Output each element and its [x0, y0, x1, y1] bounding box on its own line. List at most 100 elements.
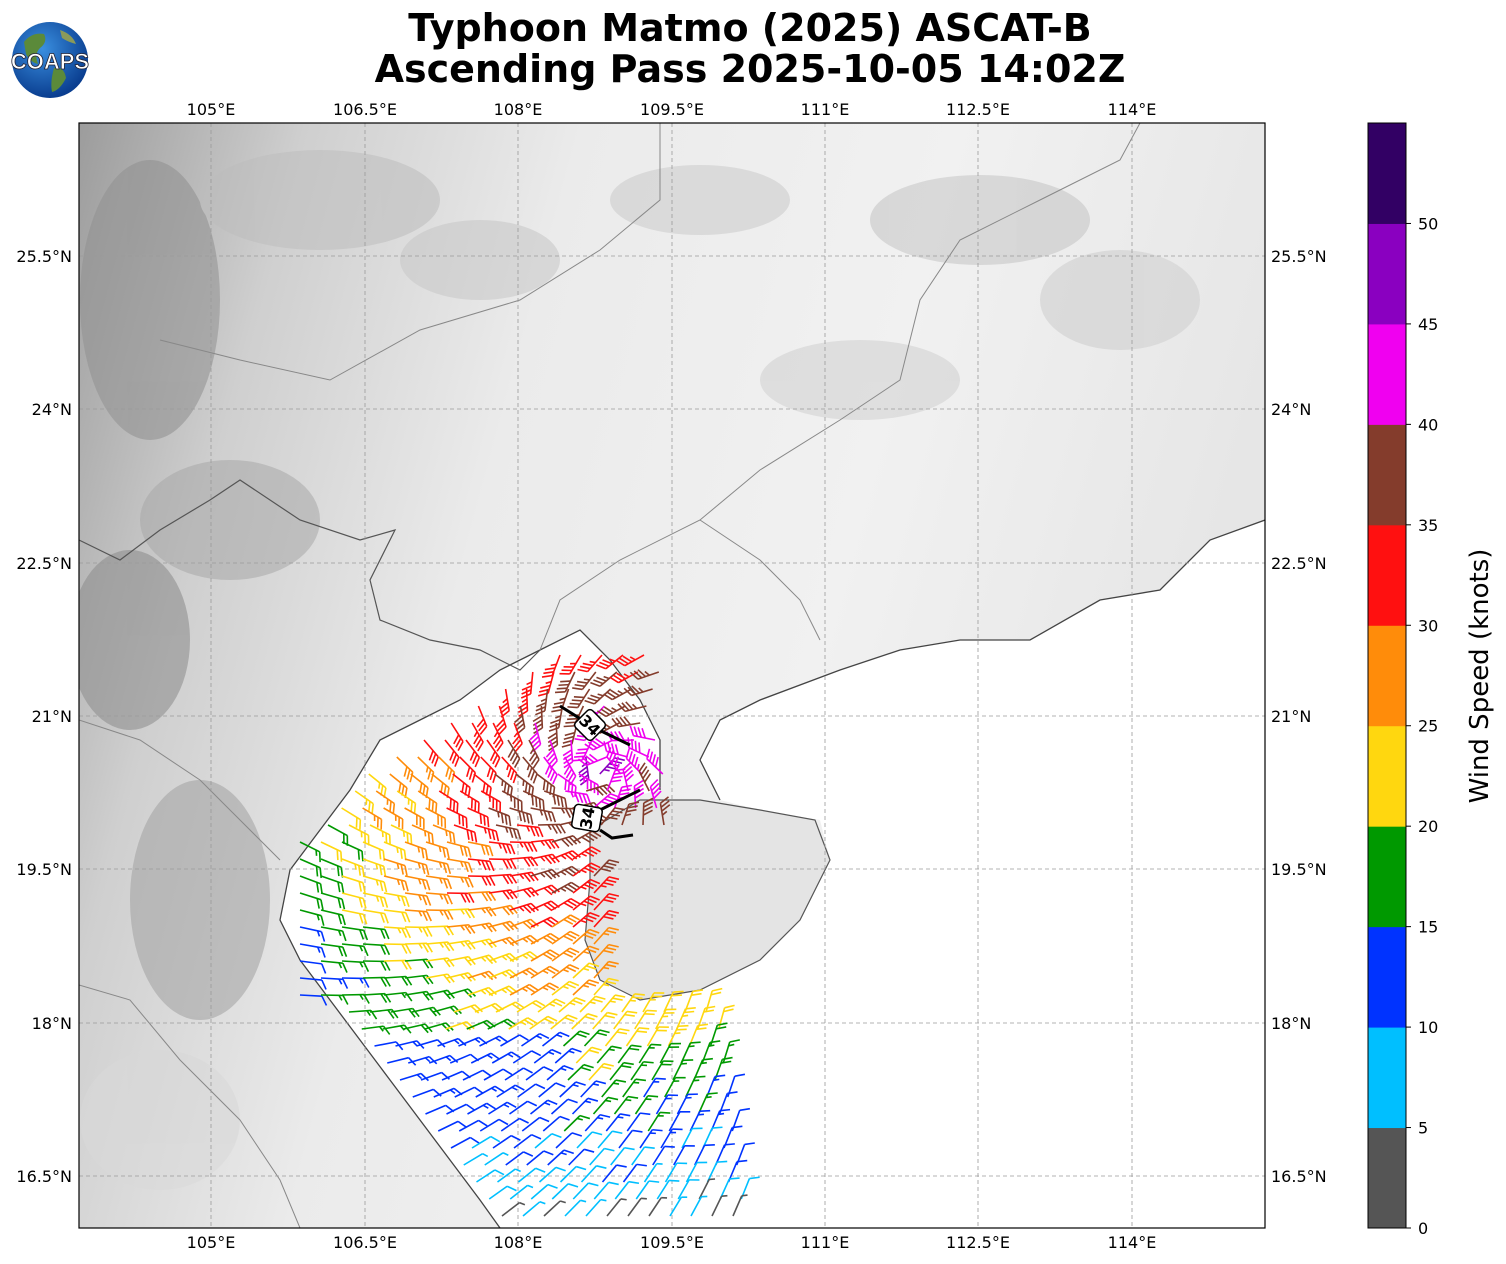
wind-barb: [404, 858, 430, 876]
wind-barb: [476, 705, 488, 735]
wind-barb: [537, 823, 566, 834]
wind-barb: [362, 807, 383, 830]
lat-labels-left: 25.5°N 24°N 22.5°N 21°N 19.5°N 18°N 16.5°N: [16, 247, 72, 1186]
wind-barb: [341, 909, 368, 925]
wind-barb: [668, 1110, 691, 1132]
wind-barb: [425, 875, 453, 890]
wind-barb: [525, 1066, 554, 1081]
wind-barb: [341, 858, 365, 878]
wind-barb: [530, 965, 560, 979]
wind-barb: [507, 739, 521, 769]
lon-label-top: 111°E: [801, 100, 850, 119]
wind-barb: [320, 943, 348, 957]
wind-barb: [572, 962, 600, 979]
wind-barb: [509, 1184, 534, 1200]
lat-label-left: 24°N: [32, 400, 72, 419]
wind-barb: [444, 739, 460, 767]
wind-barb: [404, 926, 433, 937]
colorbar-segment: [1368, 323, 1406, 425]
wind-barb: [354, 790, 374, 814]
colorbar-segment: [1368, 926, 1406, 1028]
wind-barb: [663, 990, 684, 1013]
wind-barb: [483, 1068, 513, 1081]
wind-barb: [649, 778, 662, 809]
wind-barb: [530, 807, 557, 823]
lat-label-right: 24°N: [1271, 400, 1311, 419]
lon-label-bottom: 108°E: [494, 1233, 543, 1252]
wind-barb: [383, 892, 410, 907]
wind-barb: [521, 1032, 550, 1047]
wind-barb: [532, 705, 544, 735]
wind-barb: [568, 1148, 595, 1166]
wind-barb: [551, 897, 581, 911]
wind-barb: [495, 824, 522, 840]
wind-barb: [614, 1180, 640, 1200]
lon-label-bottom: 109.5°E: [640, 1233, 704, 1252]
wind-barb: [467, 858, 495, 872]
wind-barb: [517, 1167, 546, 1183]
wind-barb: [534, 1133, 562, 1149]
wind-barb: [509, 841, 538, 853]
wind-barb: [630, 1061, 654, 1081]
wind-barb: [509, 871, 539, 883]
wind-barb: [572, 979, 600, 996]
wind-barb: [488, 873, 518, 885]
wind-barb: [702, 1126, 723, 1149]
wind-barb: [446, 807, 468, 828]
wind-barb: [425, 841, 450, 859]
wind-barb: [495, 705, 507, 736]
wind-barb: [629, 725, 656, 741]
wind-barb: [390, 1007, 420, 1018]
wind-barb: [535, 688, 549, 716]
wind-barb: [676, 1093, 698, 1115]
wind-barb: [383, 858, 408, 876]
wind-barb: [425, 957, 455, 968]
wind-barb: [446, 841, 472, 858]
terrain-texture: [79, 150, 1200, 1190]
wind-barb: [504, 1067, 533, 1081]
wind-barb: [609, 1061, 634, 1081]
wind-barb: [550, 1014, 578, 1030]
wind-barb: [437, 1120, 467, 1132]
wind-barb: [615, 654, 645, 667]
lat-label-left: 21°N: [32, 707, 72, 726]
wind-barb: [563, 1114, 591, 1132]
wind-barb: [533, 1048, 562, 1064]
wind-barb: [467, 938, 497, 949]
lon-label-top: 108°E: [494, 100, 543, 119]
wind-barb: [551, 964, 580, 979]
wind-barb: [572, 945, 600, 962]
colorbar-tick-label: 15: [1418, 918, 1438, 937]
wind-barb: [711, 1194, 728, 1217]
wind-barb: [425, 925, 454, 936]
wind-barb: [476, 1169, 505, 1183]
wind-barb: [512, 722, 523, 752]
wind-barb: [593, 960, 619, 979]
lon-label-top: 105°E: [187, 100, 236, 119]
country-border: [79, 479, 541, 671]
wind-barb: [320, 977, 349, 989]
wind-barb: [593, 943, 619, 962]
wind-barb: [606, 768, 626, 792]
wind-barb: [538, 1082, 566, 1098]
lon-label-top: 109.5°E: [640, 100, 704, 119]
wind-barb: [689, 1109, 711, 1132]
lon-label-bottom: 111°E: [801, 1233, 850, 1252]
wind-barb: [572, 830, 602, 844]
wind-barb: [467, 970, 498, 981]
colorbar-segment: [1368, 524, 1406, 626]
wind-barb: [643, 1077, 666, 1098]
wind-barb: [404, 875, 431, 891]
wind-barb: [509, 1100, 538, 1115]
wind-barb: [399, 1072, 430, 1082]
wind-barb: [685, 1161, 708, 1183]
wind-barb: [603, 688, 632, 701]
lon-label-bottom: 105°E: [187, 1233, 236, 1252]
wind-barb: [500, 1117, 529, 1132]
wind-barb: [732, 1194, 748, 1217]
wind-barb: [545, 739, 558, 769]
wind-barb: [558, 996, 586, 1013]
wind-barb: [551, 850, 581, 861]
wind-barb: [593, 876, 620, 894]
wind-barb: [505, 1151, 534, 1166]
